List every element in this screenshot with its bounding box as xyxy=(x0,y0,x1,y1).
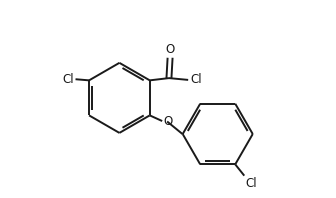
Text: O: O xyxy=(165,43,175,56)
Text: Cl: Cl xyxy=(190,73,202,86)
Text: Cl: Cl xyxy=(245,177,257,190)
Text: Cl: Cl xyxy=(62,73,74,86)
Text: O: O xyxy=(164,115,173,128)
